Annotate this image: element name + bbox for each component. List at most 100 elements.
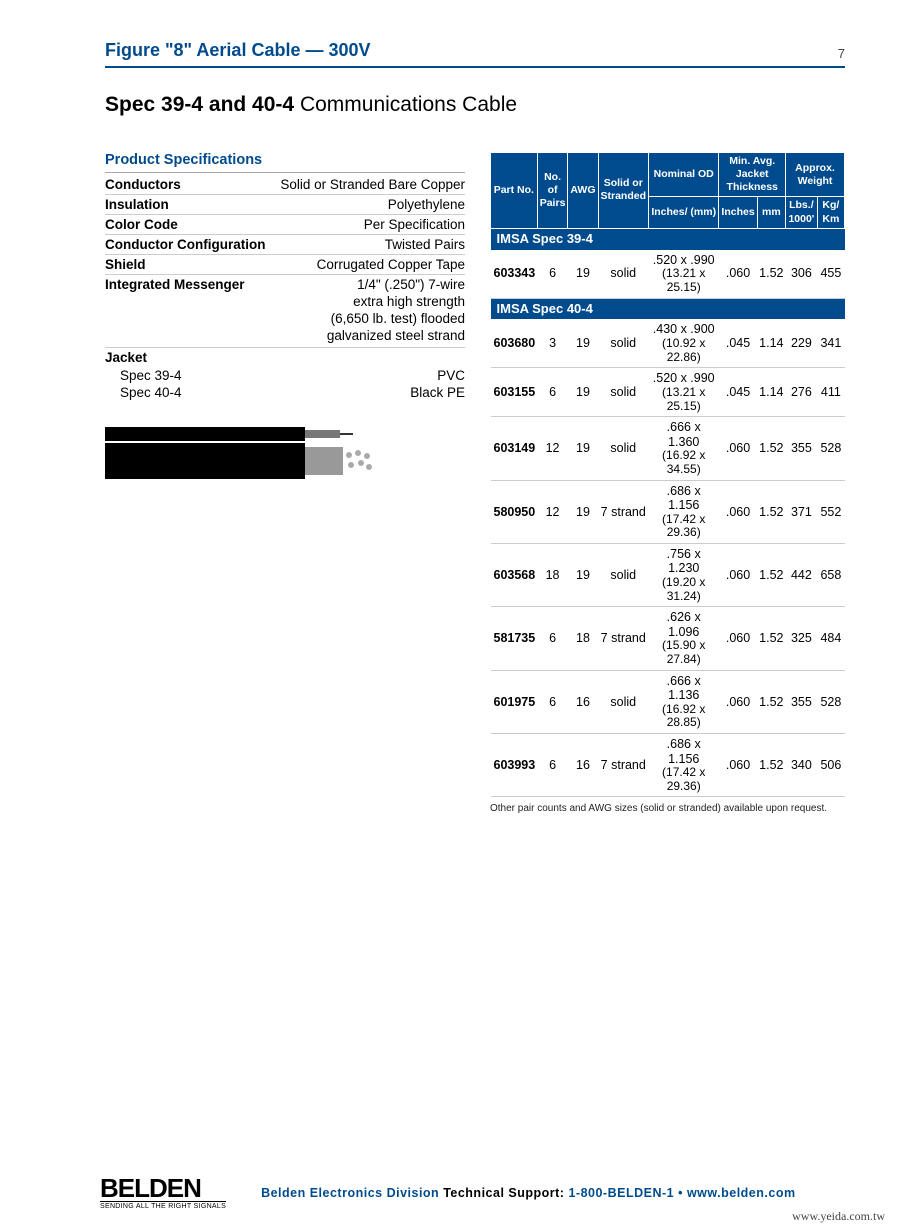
cell-thick-in: .060 bbox=[719, 670, 757, 733]
cell-od: .756 x 1.230(19.20 x 31.24) bbox=[649, 544, 719, 607]
cell-strand: solid bbox=[598, 670, 649, 733]
cell-lbs: 442 bbox=[786, 544, 818, 607]
spec-value: Per Specification bbox=[364, 217, 465, 232]
product-specs-heading: Product Specifications bbox=[105, 152, 465, 173]
cell-part: 603680 bbox=[491, 319, 538, 367]
cell-thick-in: .060 bbox=[719, 417, 757, 480]
cell-strand: solid bbox=[598, 417, 649, 480]
jacket-value: Black PE bbox=[410, 385, 465, 400]
cell-kg: 411 bbox=[817, 368, 844, 417]
th-thick-top: Min. Avg. Jacket Thickness bbox=[719, 153, 786, 197]
jacket-sub-row: Spec 39-4PVC bbox=[105, 367, 465, 384]
page-header: Figure "8" Aerial Cable — 300V 7 bbox=[105, 40, 845, 68]
section-row: IMSA Spec 40-4 bbox=[491, 298, 845, 319]
cell-thick-mm: 1.52 bbox=[757, 607, 785, 670]
th-pairs: No. of Pairs bbox=[537, 153, 568, 229]
cell-awg: 16 bbox=[568, 734, 598, 797]
spec-row: Conductor Configuration Twisted Pairs bbox=[105, 235, 465, 255]
right-column: Part No. No. of Pairs AWG Solid or Stran… bbox=[490, 152, 845, 814]
left-column: Product Specifications Conductors Solid o… bbox=[105, 152, 465, 814]
spec-label: Conductor Configuration bbox=[105, 237, 265, 252]
th-thick-mm: mm bbox=[757, 197, 785, 228]
cell-lbs: 340 bbox=[786, 734, 818, 797]
cell-pairs: 18 bbox=[537, 544, 568, 607]
cell-strand: 7 strand bbox=[598, 480, 649, 543]
footer-support-label: Technical Support: bbox=[443, 1186, 568, 1200]
table-row: 6035681819solid.756 x 1.230(19.20 x 31.2… bbox=[491, 544, 845, 607]
cell-kg: 658 bbox=[817, 544, 844, 607]
cell-thick-in: .045 bbox=[719, 319, 757, 367]
cell-od: .520 x .990(13.21 x 25.15) bbox=[649, 250, 719, 298]
header-title: Figure "8" Aerial Cable — 300V bbox=[105, 40, 371, 61]
cell-thick-in: .060 bbox=[719, 544, 757, 607]
spec-label: Color Code bbox=[105, 217, 178, 232]
cell-lbs: 306 bbox=[786, 250, 818, 298]
cell-strand: 7 strand bbox=[598, 607, 649, 670]
cell-od: .520 x .990(13.21 x 25.15) bbox=[649, 368, 719, 417]
cell-od: .686 x 1.156(17.42 x 29.36) bbox=[649, 480, 719, 543]
parts-table-header: Part No. No. of Pairs AWG Solid or Stran… bbox=[491, 153, 845, 229]
cell-pairs: 12 bbox=[537, 480, 568, 543]
cell-lbs: 371 bbox=[786, 480, 818, 543]
cell-thick-in: .060 bbox=[719, 607, 757, 670]
spec-messenger-row: Integrated Messenger 1/4" (.250") 7-wire… bbox=[105, 275, 465, 348]
page-number: 7 bbox=[838, 46, 845, 61]
th-part: Part No. bbox=[491, 153, 538, 229]
messenger-value: 1/4" (.250") 7-wireextra high strength(6… bbox=[327, 277, 465, 345]
cell-lbs: 276 bbox=[786, 368, 818, 417]
cell-awg: 19 bbox=[568, 368, 598, 417]
footer-url: www.belden.com bbox=[687, 1186, 796, 1200]
spec-value: Twisted Pairs bbox=[385, 237, 465, 252]
page-footer: BELDEN SENDING ALL THE RIGHT SIGNALS Bel… bbox=[0, 1175, 900, 1210]
cell-thick-mm: 1.52 bbox=[757, 250, 785, 298]
spec-label: Insulation bbox=[105, 197, 169, 212]
cell-strand: 7 strand bbox=[598, 734, 649, 797]
cell-pairs: 6 bbox=[537, 368, 568, 417]
spec-row: Insulation Polyethylene bbox=[105, 195, 465, 215]
table-row: 603343619solid.520 x .990(13.21 x 25.15)… bbox=[491, 250, 845, 298]
th-od-top: Nominal OD bbox=[649, 153, 719, 197]
jacket-spec: Spec 40-4 bbox=[120, 385, 182, 400]
cell-pairs: 6 bbox=[537, 607, 568, 670]
th-weight-top: Approx. Weight bbox=[786, 153, 845, 197]
cell-lbs: 355 bbox=[786, 670, 818, 733]
th-weight-lbs: Lbs./ 1000' bbox=[786, 197, 818, 228]
jacket-spec: Spec 39-4 bbox=[120, 368, 182, 383]
cell-awg: 19 bbox=[568, 319, 598, 367]
parts-table: Part No. No. of Pairs AWG Solid or Stran… bbox=[490, 152, 845, 797]
footer-sep: • bbox=[678, 1186, 687, 1200]
table-row: 6039936167 strand.686 x 1.156(17.42 x 29… bbox=[491, 734, 845, 797]
cell-strand: solid bbox=[598, 544, 649, 607]
cell-thick-mm: 1.14 bbox=[757, 319, 785, 367]
table-row: 603155619solid.520 x .990(13.21 x 25.15)… bbox=[491, 368, 845, 417]
footer-phone: 1-800-BELDEN-1 bbox=[568, 1186, 674, 1200]
cell-part: 603155 bbox=[491, 368, 538, 417]
table-footnote: Other pair counts and AWG sizes (solid o… bbox=[490, 803, 845, 814]
cell-awg: 19 bbox=[568, 250, 598, 298]
cell-kg: 484 bbox=[817, 607, 844, 670]
spec-row: Conductors Solid or Stranded Bare Copper bbox=[105, 175, 465, 195]
table-row: 58095012197 strand.686 x 1.156(17.42 x 2… bbox=[491, 480, 845, 543]
th-strand: Solid or Stranded bbox=[598, 153, 649, 229]
cell-thick-mm: 1.52 bbox=[757, 417, 785, 480]
jacket-sub-row: Spec 40-4 Black PE bbox=[105, 384, 465, 401]
spec-title-bold: Spec 39-4 and 40-4 bbox=[105, 93, 294, 116]
spec-title-rest: Communications Cable bbox=[300, 93, 517, 116]
spec-label: Conductors bbox=[105, 177, 181, 192]
spec-title: Spec 39-4 and 40-4 Communications Cable bbox=[105, 93, 845, 117]
cell-strand: solid bbox=[598, 368, 649, 417]
cell-thick-mm: 1.52 bbox=[757, 544, 785, 607]
spec-value: Solid or Stranded Bare Copper bbox=[280, 177, 465, 192]
cell-thick-in: .060 bbox=[719, 480, 757, 543]
logo-text: BELDEN bbox=[100, 1175, 226, 1201]
cell-od: .666 x 1.136(16.92 x 28.85) bbox=[649, 670, 719, 733]
cell-lbs: 229 bbox=[786, 319, 818, 367]
messenger-label: Integrated Messenger bbox=[105, 277, 245, 345]
cell-pairs: 6 bbox=[537, 734, 568, 797]
jacket-label: Jacket bbox=[105, 350, 147, 365]
spec-value: Polyethylene bbox=[388, 197, 465, 212]
cell-part: 580950 bbox=[491, 480, 538, 543]
cell-thick-mm: 1.52 bbox=[757, 734, 785, 797]
cell-thick-in: .060 bbox=[719, 250, 757, 298]
table-row: 5817356187 strand.626 x 1.096(15.90 x 27… bbox=[491, 607, 845, 670]
